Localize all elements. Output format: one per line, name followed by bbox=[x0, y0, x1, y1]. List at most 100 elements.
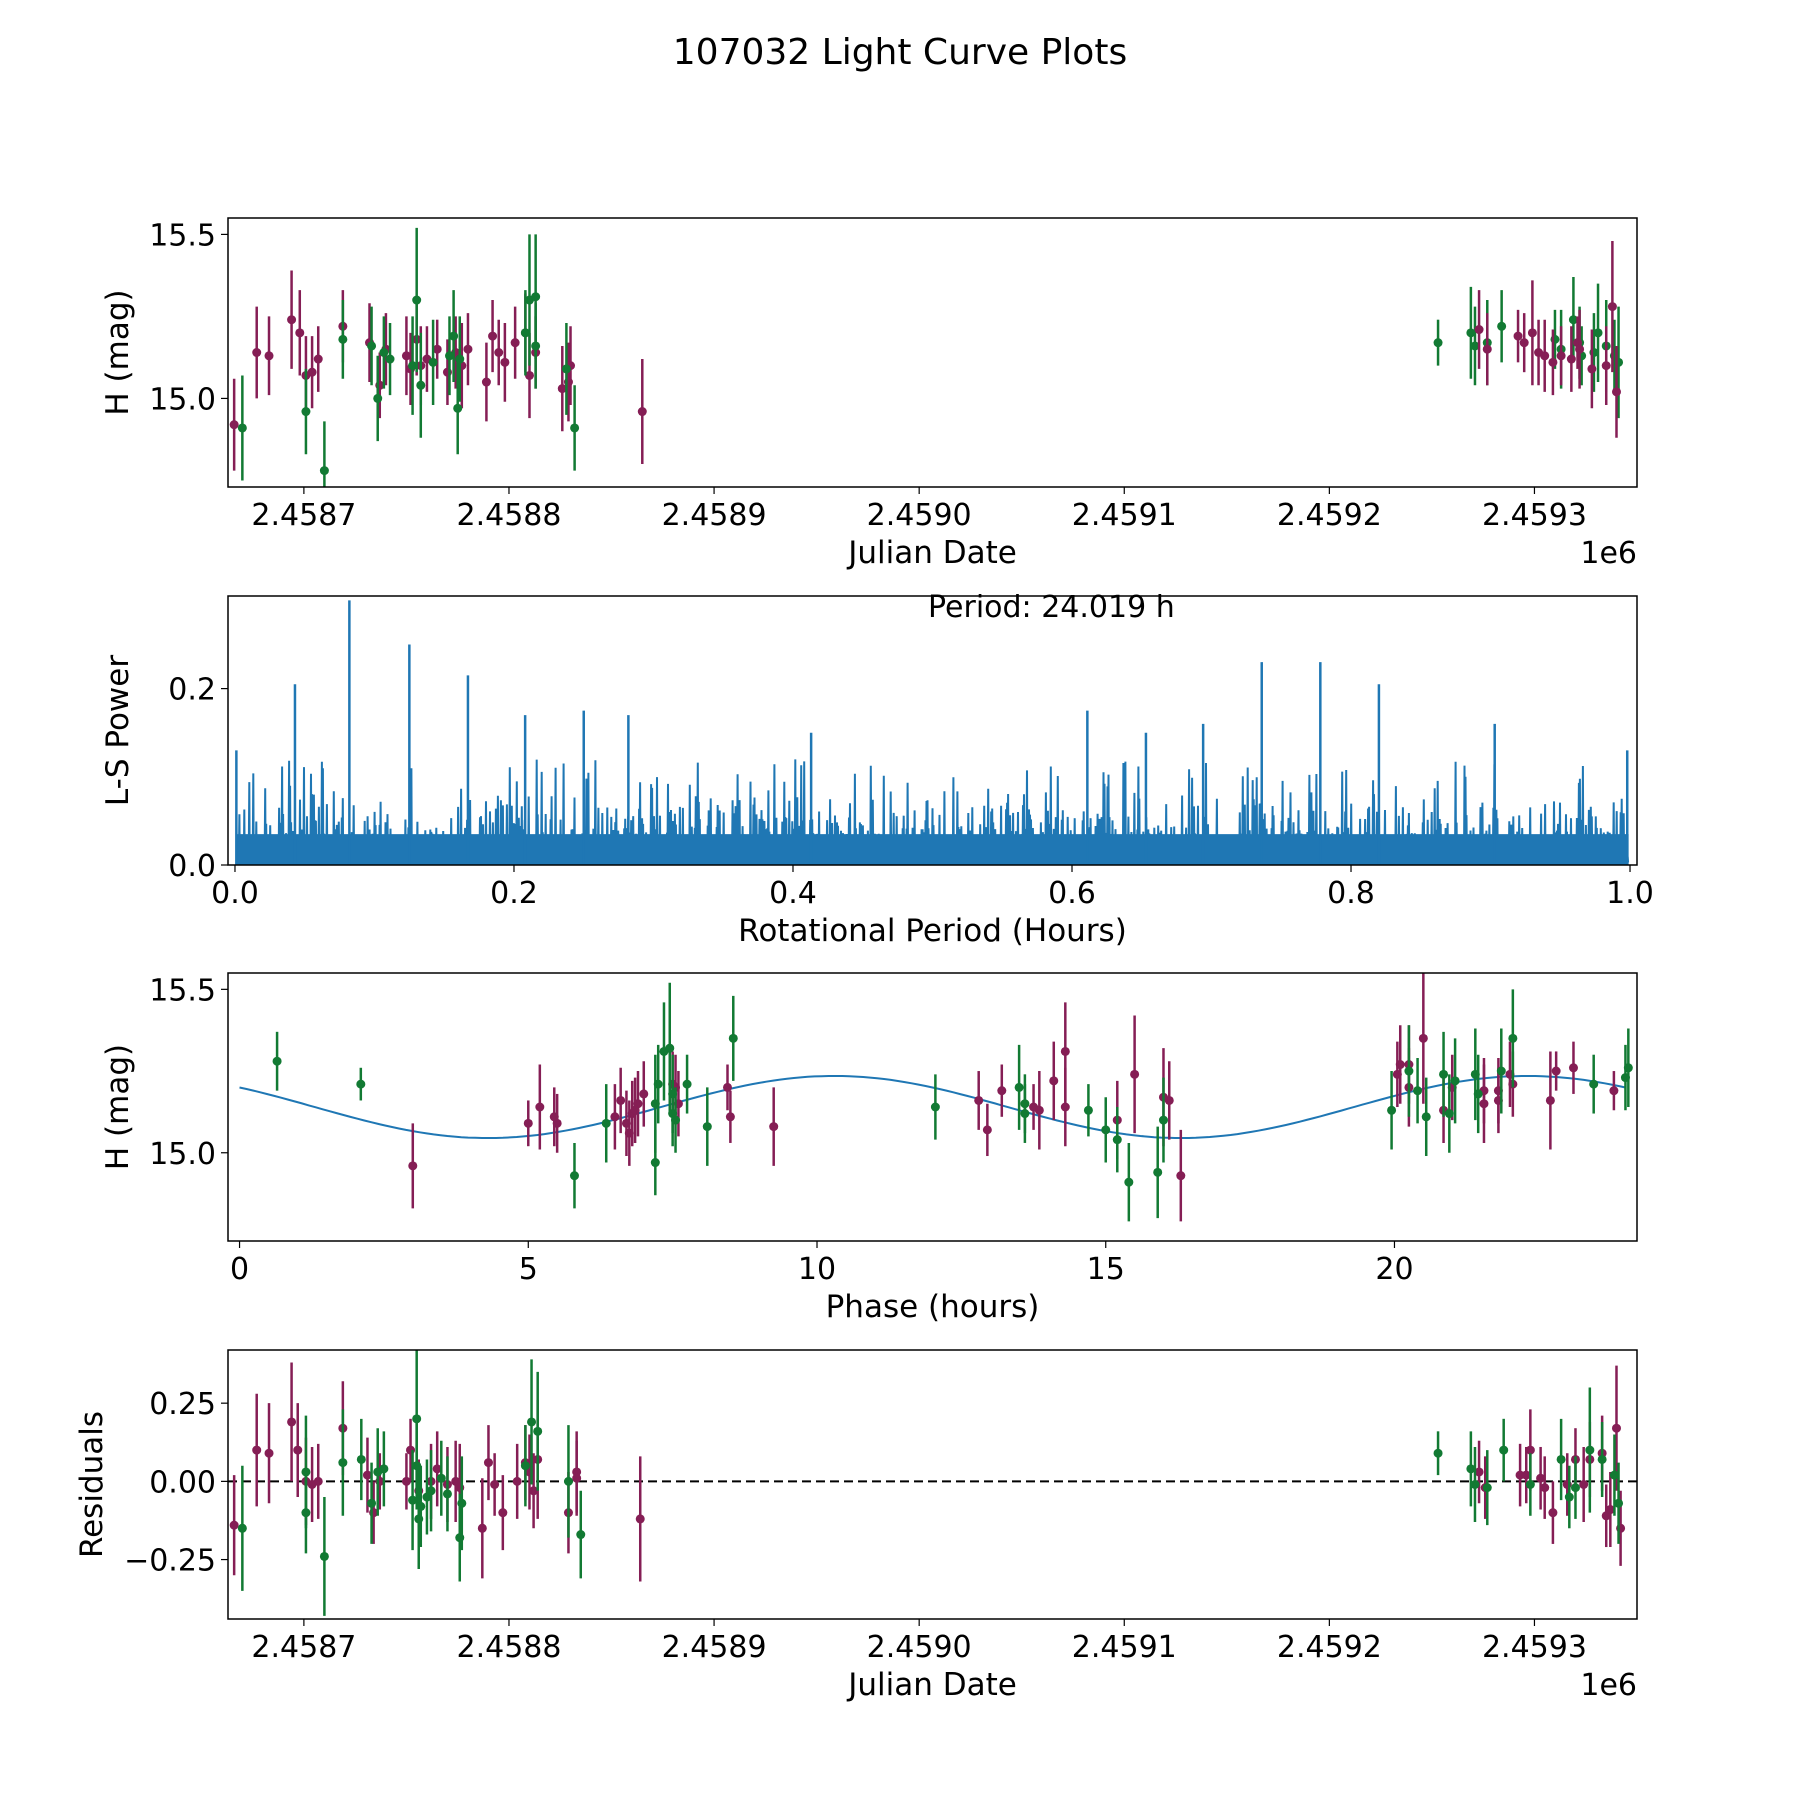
point-marker bbox=[1607, 302, 1617, 312]
point-marker bbox=[1101, 1125, 1111, 1135]
point-marker bbox=[229, 1520, 239, 1530]
point-marker bbox=[500, 357, 510, 367]
data-point bbox=[728, 995, 738, 1081]
data-point bbox=[301, 1471, 311, 1554]
y-axis-label: H (mag) bbox=[100, 1044, 136, 1170]
point-marker bbox=[1470, 341, 1480, 351]
point-marker bbox=[1611, 387, 1621, 397]
point-marker bbox=[449, 331, 459, 341]
x-tick-label: 2.4587 bbox=[251, 1630, 356, 1665]
point-marker bbox=[295, 328, 305, 338]
point-marker bbox=[702, 1122, 712, 1132]
data-point bbox=[229, 1475, 239, 1576]
y-tick-label: 15.0 bbox=[149, 382, 216, 417]
data-point bbox=[362, 1437, 372, 1513]
point-marker bbox=[412, 295, 422, 305]
data-point bbox=[453, 362, 463, 455]
y-tick-label: 0.00 bbox=[149, 1465, 216, 1500]
data-point bbox=[1614, 1462, 1624, 1544]
y-tick-label: 0.0 bbox=[168, 849, 216, 884]
x-offset-label: 1e6 bbox=[1580, 1668, 1637, 1703]
point-marker bbox=[301, 1508, 311, 1518]
point-marker bbox=[379, 348, 389, 357]
point-marker bbox=[494, 348, 504, 357]
data-point bbox=[252, 306, 262, 399]
point-marker bbox=[356, 1454, 366, 1464]
point-marker bbox=[1597, 1454, 1607, 1464]
data-point bbox=[237, 375, 247, 481]
x-tick-label: 2.4591 bbox=[1072, 498, 1177, 533]
point-marker bbox=[1548, 1508, 1558, 1518]
data-point bbox=[702, 1087, 712, 1166]
data-point bbox=[1540, 1456, 1550, 1519]
data-point bbox=[367, 306, 377, 386]
fit-curve bbox=[239, 1075, 1626, 1139]
axes-frame bbox=[227, 1349, 1638, 1620]
data-point bbox=[449, 290, 459, 383]
point-marker bbox=[1395, 1060, 1405, 1070]
x-tick-label: 2.4593 bbox=[1482, 498, 1587, 533]
point-marker bbox=[1540, 351, 1550, 361]
point-marker bbox=[1589, 1079, 1599, 1089]
point-marker bbox=[1020, 1109, 1030, 1119]
point-marker bbox=[287, 1417, 297, 1427]
point-marker bbox=[1551, 1066, 1561, 1076]
point-marker bbox=[1609, 1470, 1619, 1480]
point-marker bbox=[428, 357, 438, 367]
point-marker bbox=[264, 351, 274, 361]
point-marker bbox=[272, 1056, 282, 1066]
point-marker bbox=[601, 1118, 611, 1128]
point-marker bbox=[252, 1445, 262, 1455]
point-marker bbox=[1130, 1069, 1140, 1079]
data-point bbox=[1556, 1418, 1566, 1501]
data-point bbox=[552, 1093, 562, 1153]
x-tick-label: 2.4592 bbox=[1277, 498, 1382, 533]
point-marker bbox=[1536, 1473, 1546, 1483]
data-point bbox=[313, 1443, 323, 1519]
data-point bbox=[237, 1465, 247, 1591]
data-point bbox=[463, 313, 473, 386]
point-marker bbox=[293, 1445, 303, 1455]
point-marker bbox=[1482, 344, 1492, 354]
point-marker bbox=[1611, 1423, 1621, 1433]
data-point bbox=[1521, 1446, 1531, 1504]
data-point bbox=[1083, 1084, 1093, 1137]
data-point bbox=[1551, 1051, 1561, 1091]
data-point bbox=[535, 1064, 545, 1150]
data-point bbox=[635, 1456, 645, 1582]
point-marker bbox=[1548, 357, 1558, 367]
data-point bbox=[401, 1453, 411, 1510]
point-marker bbox=[569, 1171, 579, 1181]
point-marker bbox=[237, 1523, 247, 1533]
point-marker bbox=[307, 367, 317, 377]
data-point bbox=[379, 1431, 389, 1507]
data-point bbox=[1497, 290, 1507, 363]
point-marker bbox=[481, 377, 491, 387]
data-point bbox=[338, 300, 348, 379]
point-marker bbox=[1499, 1445, 1509, 1455]
point-marker bbox=[362, 1470, 372, 1480]
point-marker bbox=[997, 1086, 1007, 1096]
point-marker bbox=[1164, 1095, 1174, 1105]
data-point bbox=[1466, 1431, 1476, 1507]
x-tick-label: 0.4 bbox=[769, 876, 817, 911]
point-marker bbox=[1466, 328, 1476, 338]
data-point bbox=[367, 1462, 377, 1544]
data-point bbox=[442, 1456, 452, 1532]
point-marker bbox=[520, 328, 530, 338]
data-point bbox=[1570, 1456, 1580, 1519]
data-point bbox=[1611, 1365, 1621, 1491]
point-marker bbox=[287, 315, 297, 325]
point-marker bbox=[412, 1461, 422, 1471]
data-point bbox=[601, 1084, 611, 1163]
y-tick-label: 0.25 bbox=[149, 1387, 216, 1422]
point-marker bbox=[229, 420, 239, 430]
point-marker bbox=[1566, 354, 1576, 364]
point-marker bbox=[728, 1033, 738, 1043]
x-tick-label: 2.4588 bbox=[456, 498, 561, 533]
y-tick-label: 15.0 bbox=[149, 1137, 216, 1172]
point-marker bbox=[445, 351, 455, 361]
data-point bbox=[287, 270, 297, 369]
data-point bbox=[682, 1054, 692, 1114]
data-point bbox=[1158, 1077, 1168, 1163]
